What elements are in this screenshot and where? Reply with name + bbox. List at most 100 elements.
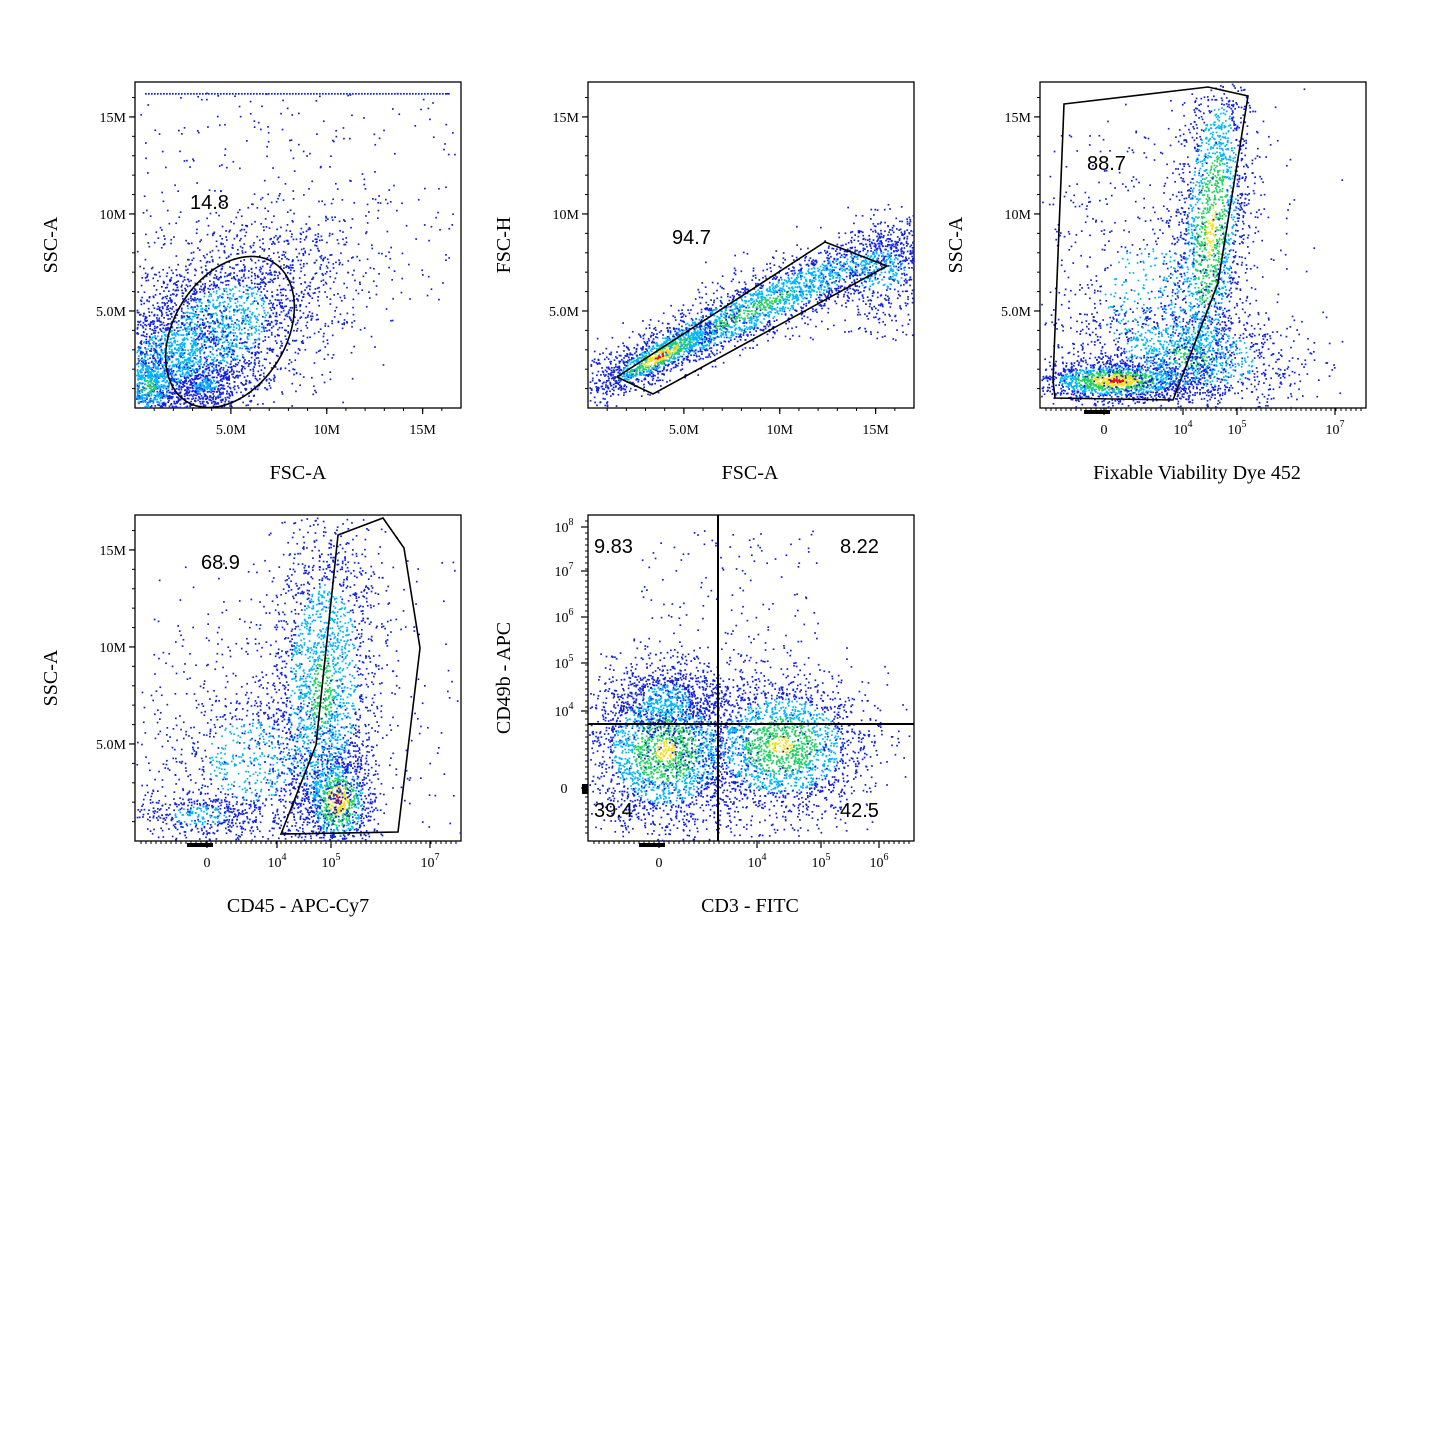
event-dot xyxy=(248,381,251,384)
event-dot xyxy=(264,367,266,369)
event-dot xyxy=(422,274,424,276)
event-dot xyxy=(257,362,260,364)
event-dot xyxy=(212,328,214,331)
event-dot xyxy=(185,284,188,286)
event-dot xyxy=(183,315,186,318)
event-dot xyxy=(204,283,207,285)
event-dot xyxy=(212,322,215,325)
event-dot xyxy=(378,273,380,275)
event-dot xyxy=(147,382,150,384)
event-dot xyxy=(189,405,191,408)
event-dot xyxy=(151,369,153,371)
event-dot xyxy=(834,300,836,303)
event-dot xyxy=(340,299,343,302)
event-dot xyxy=(196,371,198,373)
event-dot xyxy=(244,277,247,280)
event-dot xyxy=(190,299,193,302)
event-dot xyxy=(232,247,234,249)
event-dot xyxy=(281,128,284,131)
event-dot xyxy=(317,318,319,321)
event-dot xyxy=(159,386,161,389)
event-dot xyxy=(266,352,269,354)
event-dot xyxy=(185,265,187,268)
event-dot xyxy=(229,318,232,320)
event-dot xyxy=(221,384,223,387)
event-dot xyxy=(165,308,168,311)
event-dot xyxy=(284,335,287,338)
event-dot xyxy=(698,291,701,294)
event-dot xyxy=(177,400,180,402)
event-dot xyxy=(196,130,199,132)
event-dot xyxy=(190,326,193,329)
event-dot xyxy=(722,347,724,350)
event-dot xyxy=(264,339,267,342)
event-dot xyxy=(154,386,157,388)
event-dot xyxy=(652,334,654,337)
event-dot xyxy=(216,115,219,118)
x-axis-label: FSC-A xyxy=(270,462,327,484)
event-dot xyxy=(154,387,156,389)
event-dot xyxy=(219,322,222,325)
event-dot xyxy=(199,388,201,391)
event-dot xyxy=(212,260,214,263)
event-dot xyxy=(214,307,217,310)
event-dot xyxy=(368,291,370,293)
event-dot xyxy=(206,253,208,256)
event-dot xyxy=(226,379,229,381)
event-dot xyxy=(280,226,282,229)
event-dot xyxy=(175,93,177,95)
event-dot xyxy=(233,381,236,383)
event-dot xyxy=(152,357,154,360)
event-dot xyxy=(199,359,201,361)
event-dot xyxy=(253,242,255,244)
event-dot xyxy=(183,160,186,162)
event-dot xyxy=(299,263,302,266)
event-dot xyxy=(143,358,145,361)
event-dot xyxy=(352,306,354,309)
event-dot xyxy=(209,293,211,296)
event-dot xyxy=(221,375,223,377)
event-dot xyxy=(183,337,186,339)
event-dot xyxy=(443,148,445,151)
event-dot xyxy=(208,93,210,95)
event-dot xyxy=(154,366,157,368)
event-dot xyxy=(225,347,228,350)
event-dot xyxy=(326,296,328,298)
event-dot xyxy=(212,338,215,341)
event-dot xyxy=(673,328,676,330)
event-dot xyxy=(215,368,218,371)
event-dot xyxy=(208,295,210,298)
event-dot xyxy=(143,313,145,315)
event-dot xyxy=(265,283,267,286)
event-dot xyxy=(174,388,176,391)
event-dot xyxy=(223,250,226,252)
event-dot xyxy=(374,346,376,348)
event-dot xyxy=(263,358,266,360)
event-dot xyxy=(245,299,248,302)
event-dot xyxy=(599,353,601,355)
event-dot xyxy=(150,378,153,381)
event-dot xyxy=(371,247,374,250)
event-dot xyxy=(204,376,207,378)
event-dot xyxy=(423,224,426,226)
event-dot xyxy=(767,325,770,328)
event-dot xyxy=(339,229,341,232)
event-dot xyxy=(315,100,318,102)
event-dot xyxy=(260,351,263,353)
event-dot xyxy=(284,256,287,258)
event-dot xyxy=(244,359,246,361)
event-dot xyxy=(210,315,213,317)
event-dot xyxy=(678,323,680,326)
event-dot xyxy=(144,399,147,402)
event-dot xyxy=(185,269,187,272)
event-dot xyxy=(254,363,257,366)
event-dot xyxy=(281,258,283,260)
event-dot xyxy=(195,397,197,400)
event-dot xyxy=(433,93,435,95)
event-dot xyxy=(190,328,193,330)
event-dot xyxy=(262,297,264,299)
event-dot xyxy=(381,252,383,255)
event-dot xyxy=(265,319,268,322)
event-dot xyxy=(150,380,152,383)
